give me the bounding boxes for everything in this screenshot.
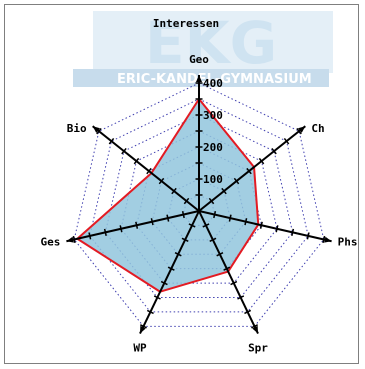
radar-axes: [66, 75, 332, 334]
tick-label: 200: [203, 141, 223, 154]
data-area: [76, 98, 260, 293]
tick-label: 300: [203, 109, 223, 122]
axis-tick: [283, 137, 290, 145]
axis-tick: [160, 280, 168, 286]
chart-frame: EKG ERIC-KANDEL-GYMNASIUM Interessen 100…: [4, 4, 359, 364]
axis-tick: [171, 187, 177, 195]
radar-axis-labels: Geo Ch Phs Spr WP Ges Bio: [41, 53, 358, 355]
grid-ring: [89, 98, 309, 313]
axis-tick: [150, 218, 154, 226]
axis-tick: [135, 221, 139, 229]
axis-tick: [108, 137, 115, 145]
axis-tick: [181, 210, 185, 219]
axis-label-ch: Ch: [311, 122, 324, 135]
axis-line: [198, 210, 259, 334]
axis-tick: [244, 309, 252, 315]
radar-area: [76, 98, 260, 293]
axis-label-wp: WP: [133, 342, 147, 355]
axis-tick: [296, 127, 302, 135]
radar-chart: EKG ERIC-KANDEL-GYMNASIUM Interessen 100…: [41, 9, 358, 355]
grid-ring: [73, 82, 325, 327]
axis-tick: [188, 223, 196, 228]
grid-ring: [104, 114, 294, 298]
watermark-banner: [73, 69, 329, 87]
chart-title: Interessen: [153, 17, 219, 30]
axis-label-phs: Phs: [338, 235, 358, 248]
axis-tick: [259, 221, 263, 229]
axis-line: [139, 210, 200, 334]
axis-tick: [166, 214, 170, 222]
axis-tick: [251, 324, 259, 329]
axis-tick: [271, 147, 277, 155]
axis-tick: [209, 237, 217, 243]
axis-tick: [244, 218, 248, 226]
axis-tick: [153, 295, 161, 300]
axis-tick: [139, 324, 147, 329]
axis-label-spr: Spr: [248, 342, 268, 355]
axis-tick: [291, 228, 295, 236]
axis-tick: [221, 187, 227, 195]
tick-label: 400: [203, 77, 223, 90]
school-logo-watermark: EKG ERIC-KANDEL-GYMNASIUM: [73, 9, 333, 87]
watermark-logo-text: EKG: [145, 9, 277, 77]
axis-tick: [183, 197, 190, 205]
axis-tick: [121, 147, 127, 155]
axis-tick: [322, 235, 326, 244]
axis-tick: [133, 157, 140, 165]
watermark-logo-box: [93, 11, 333, 73]
axis-tick: [96, 127, 102, 135]
axis-arrowhead: [139, 325, 146, 334]
axis-tick: [103, 228, 107, 236]
axis-tick: [223, 266, 231, 271]
axis-tick: [181, 237, 189, 243]
axis-arrowhead: [66, 236, 74, 243]
radar-tick-labels: 100 200 300 400: [203, 77, 223, 186]
axis-label-ges: Ges: [41, 235, 61, 248]
axis-label-geo: Geo: [189, 53, 209, 66]
axis-tick: [72, 235, 76, 244]
axis-label-bio: Bio: [67, 122, 87, 135]
tick-label: 100: [203, 173, 223, 186]
axis-tick: [258, 157, 265, 165]
axis-tick: [228, 214, 232, 222]
axis-tick: [88, 232, 92, 240]
axis-arrowhead: [324, 236, 332, 243]
axis-tick: [208, 197, 215, 205]
axis-arrowhead: [297, 126, 306, 133]
axis-tick: [202, 223, 210, 228]
axis-tick: [158, 177, 165, 185]
axis-tick: [230, 280, 238, 286]
axis-tick: [146, 167, 152, 175]
axis-arrowhead: [252, 325, 259, 334]
axis-tick: [246, 167, 252, 175]
axis-tick: [216, 252, 224, 257]
axis-line: [198, 210, 332, 243]
axis-line: [92, 125, 200, 212]
axis-tick: [233, 177, 240, 185]
axis-tick: [237, 295, 245, 300]
axis-tick: [275, 225, 279, 233]
axis-arrowhead: [92, 126, 101, 133]
axis-tick: [167, 266, 175, 271]
axis-tick: [213, 210, 217, 219]
axis-line: [66, 210, 200, 243]
axis-line: [198, 125, 306, 212]
watermark-school-name: ERIC-KANDEL-GYMNASIUM: [117, 72, 312, 87]
axis-arrowhead: [196, 75, 202, 82]
grid-ring: [120, 130, 278, 284]
axis-tick: [306, 232, 310, 240]
axis-tick: [146, 309, 154, 315]
axis-tick: [119, 225, 123, 233]
axis-tick: [174, 252, 182, 257]
